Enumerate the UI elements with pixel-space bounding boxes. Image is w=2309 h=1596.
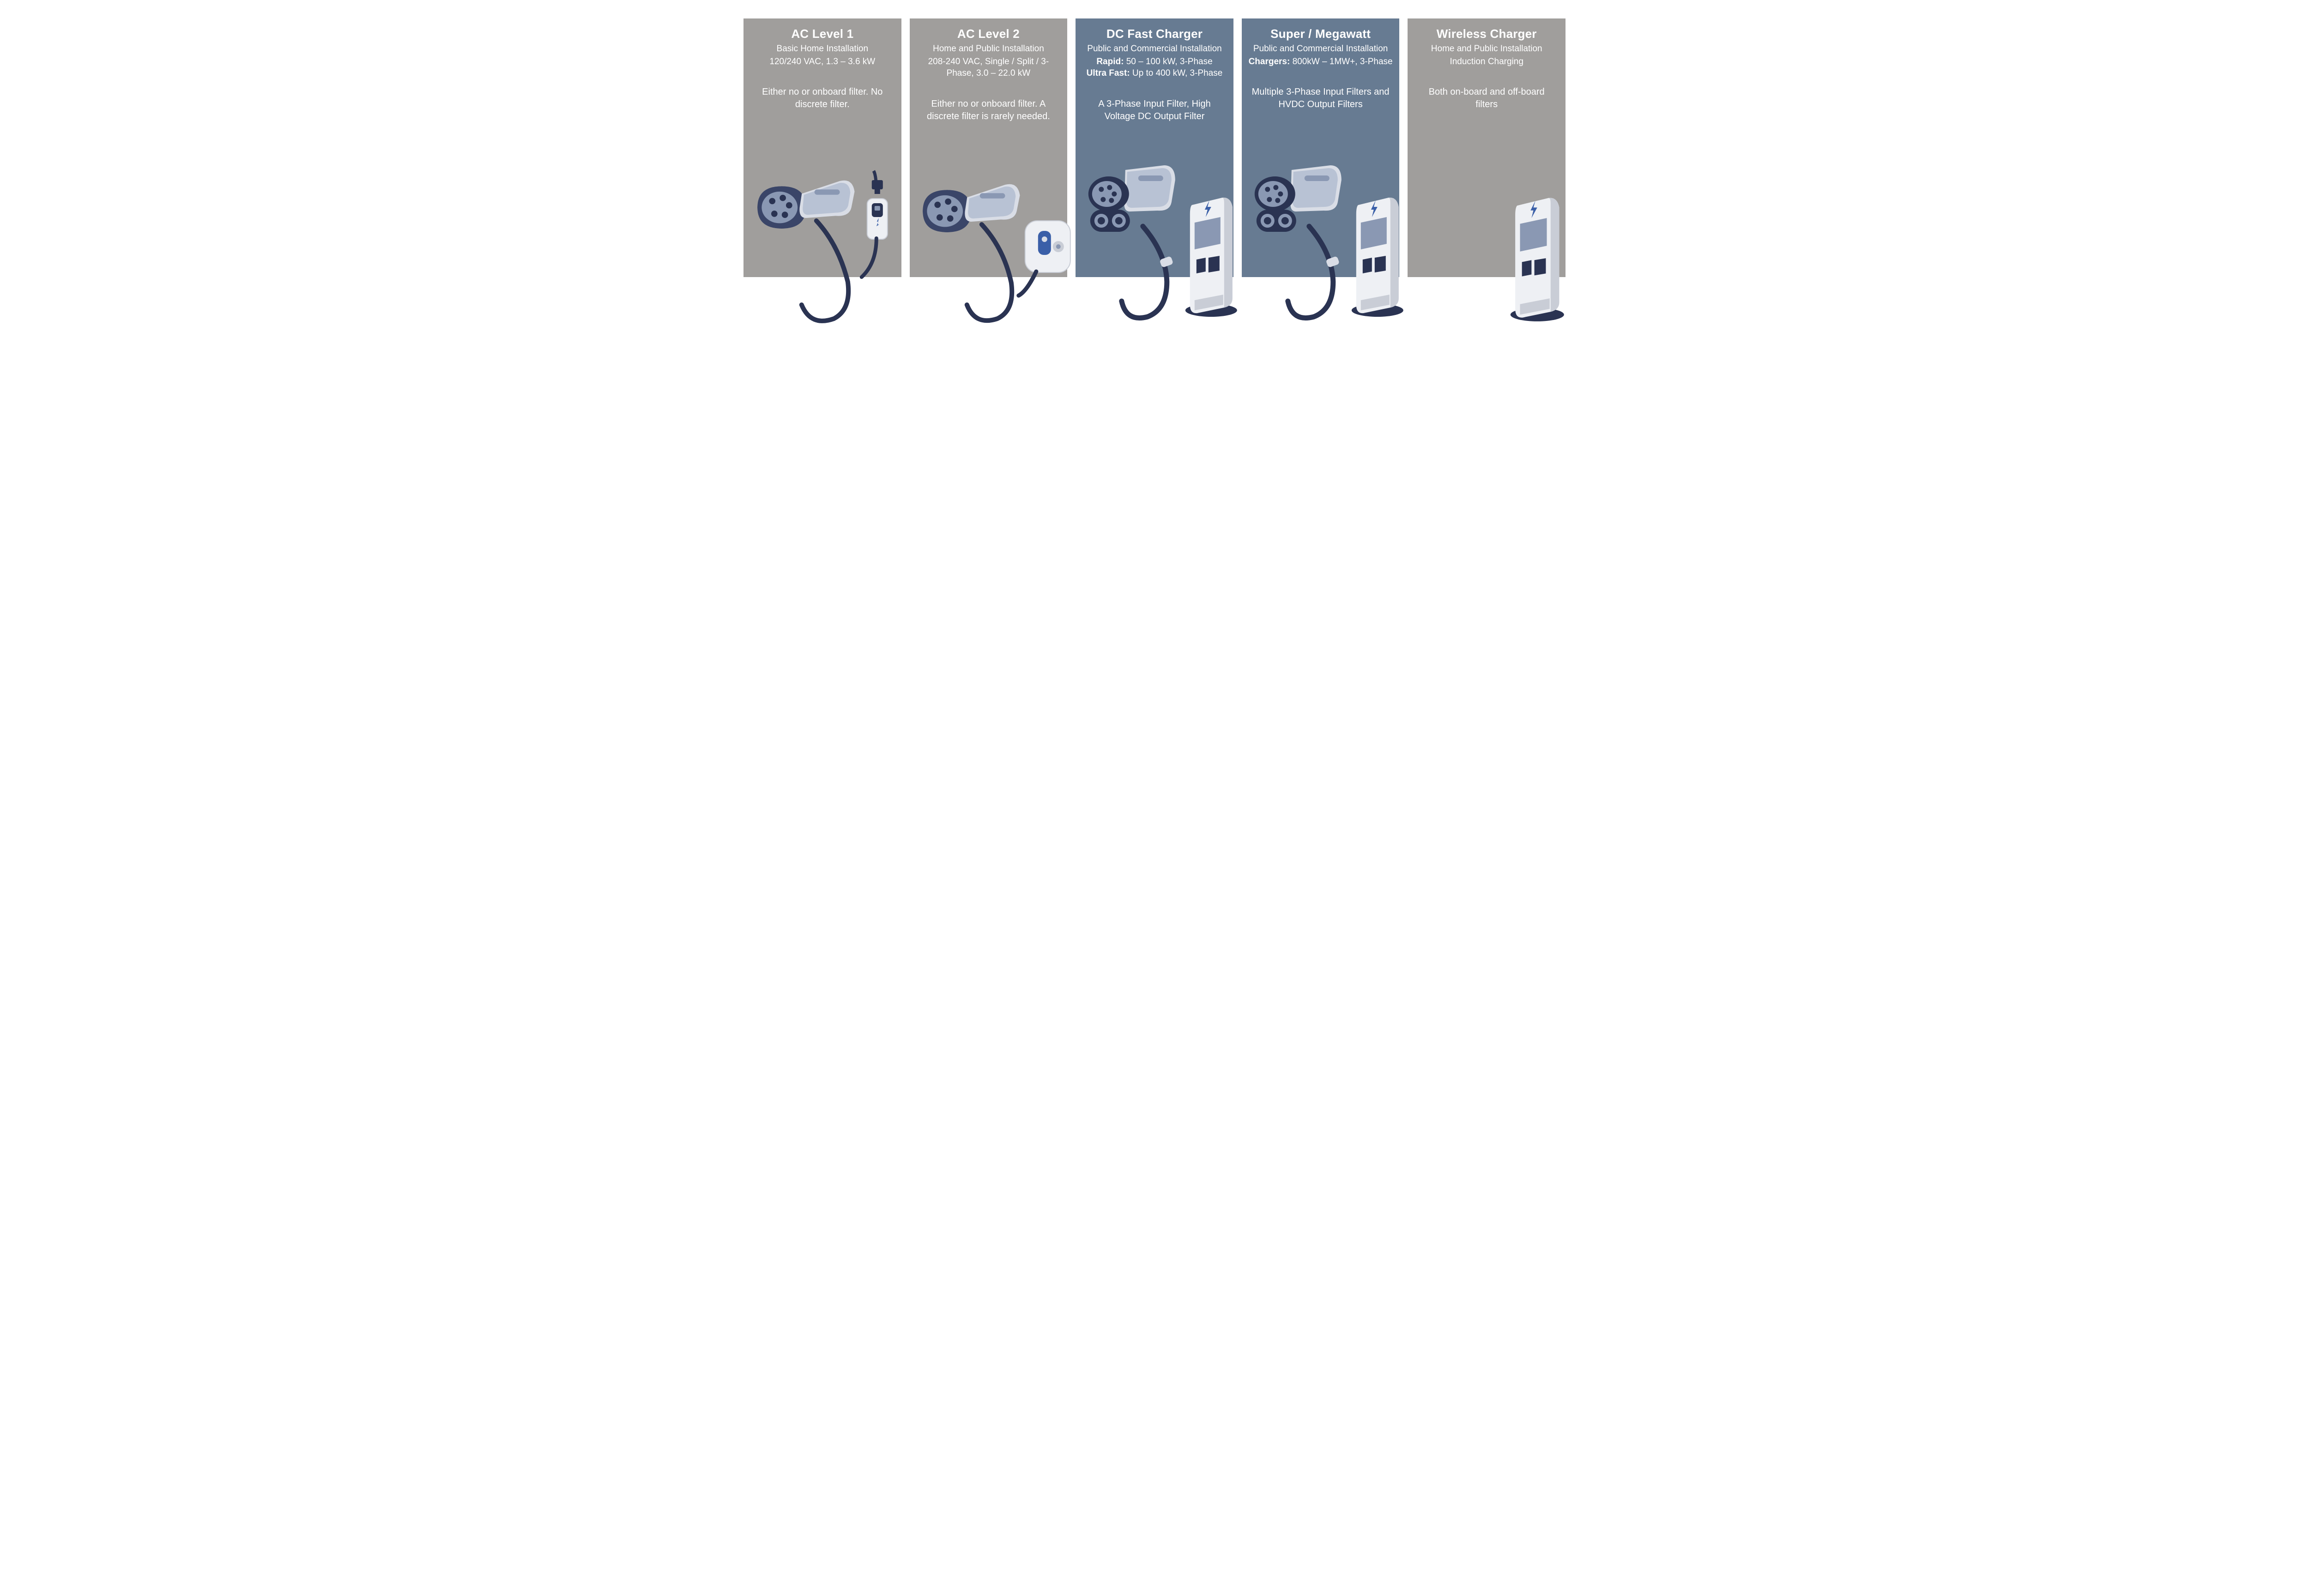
card-title: AC Level 2 <box>916 27 1061 41</box>
card-subtitle: Public and Commercial Installation <box>1248 43 1393 55</box>
card-ac-level-1: AC Level 1 Basic Home Installation 120/2… <box>743 18 901 277</box>
charger-illustration-icon <box>1242 157 1414 323</box>
card-subtitle: Home and Public Installation <box>1414 43 1559 55</box>
card-spec: Induction Charging <box>1414 56 1559 68</box>
card-title: AC Level 1 <box>750 27 895 41</box>
card-subtitle: Home and Public Installation <box>916 43 1061 55</box>
card-subtitle: Basic Home Installation <box>750 43 895 55</box>
card-note: Either no or onboard filter. No discrete… <box>750 86 895 111</box>
card-title: Super / Megawatt <box>1248 27 1393 41</box>
card-title: DC Fast Charger <box>1082 27 1227 41</box>
card-super-megawatt: Super / Megawatt Public and Commercial I… <box>1242 18 1400 277</box>
charger-illustration-icon <box>743 157 915 323</box>
card-subtitle: Public and Commercial Installation <box>1082 43 1227 55</box>
card-spec: 120/240 VAC, 1.3 – 3.6 kW <box>750 56 895 68</box>
card-spec: Rapid: 50 – 100 kW, 3-PhaseUltra Fast: U… <box>1082 56 1227 79</box>
card-note: Either no or onboard filter. A discrete … <box>916 98 1061 123</box>
card-dc-fast: DC Fast Charger Public and Commercial In… <box>1076 18 1233 277</box>
card-title: Wireless Charger <box>1414 27 1559 41</box>
card-note: A 3-Phase Input Filter, High Voltage DC … <box>1082 98 1227 123</box>
card-wireless: Wireless Charger Home and Public Install… <box>1408 18 1566 277</box>
card-spec: 208-240 VAC, Single / Split / 3-Phase, 3… <box>916 56 1061 79</box>
card-spec: Chargers: 800kW – 1MW+, 3-Phase <box>1248 56 1393 68</box>
charger-illustration-icon <box>910 157 1082 323</box>
card-note: Multiple 3-Phase Input Filters and HVDC … <box>1248 86 1393 111</box>
card-ac-level-2: AC Level 2 Home and Public Installation … <box>910 18 1068 277</box>
charger-cards-row: AC Level 1 Basic Home Installation 120/2… <box>743 18 1566 277</box>
charger-illustration-icon <box>1408 157 1579 323</box>
charger-illustration-icon <box>1076 157 1247 323</box>
card-note: Both on-board and off-board filters <box>1414 86 1559 111</box>
